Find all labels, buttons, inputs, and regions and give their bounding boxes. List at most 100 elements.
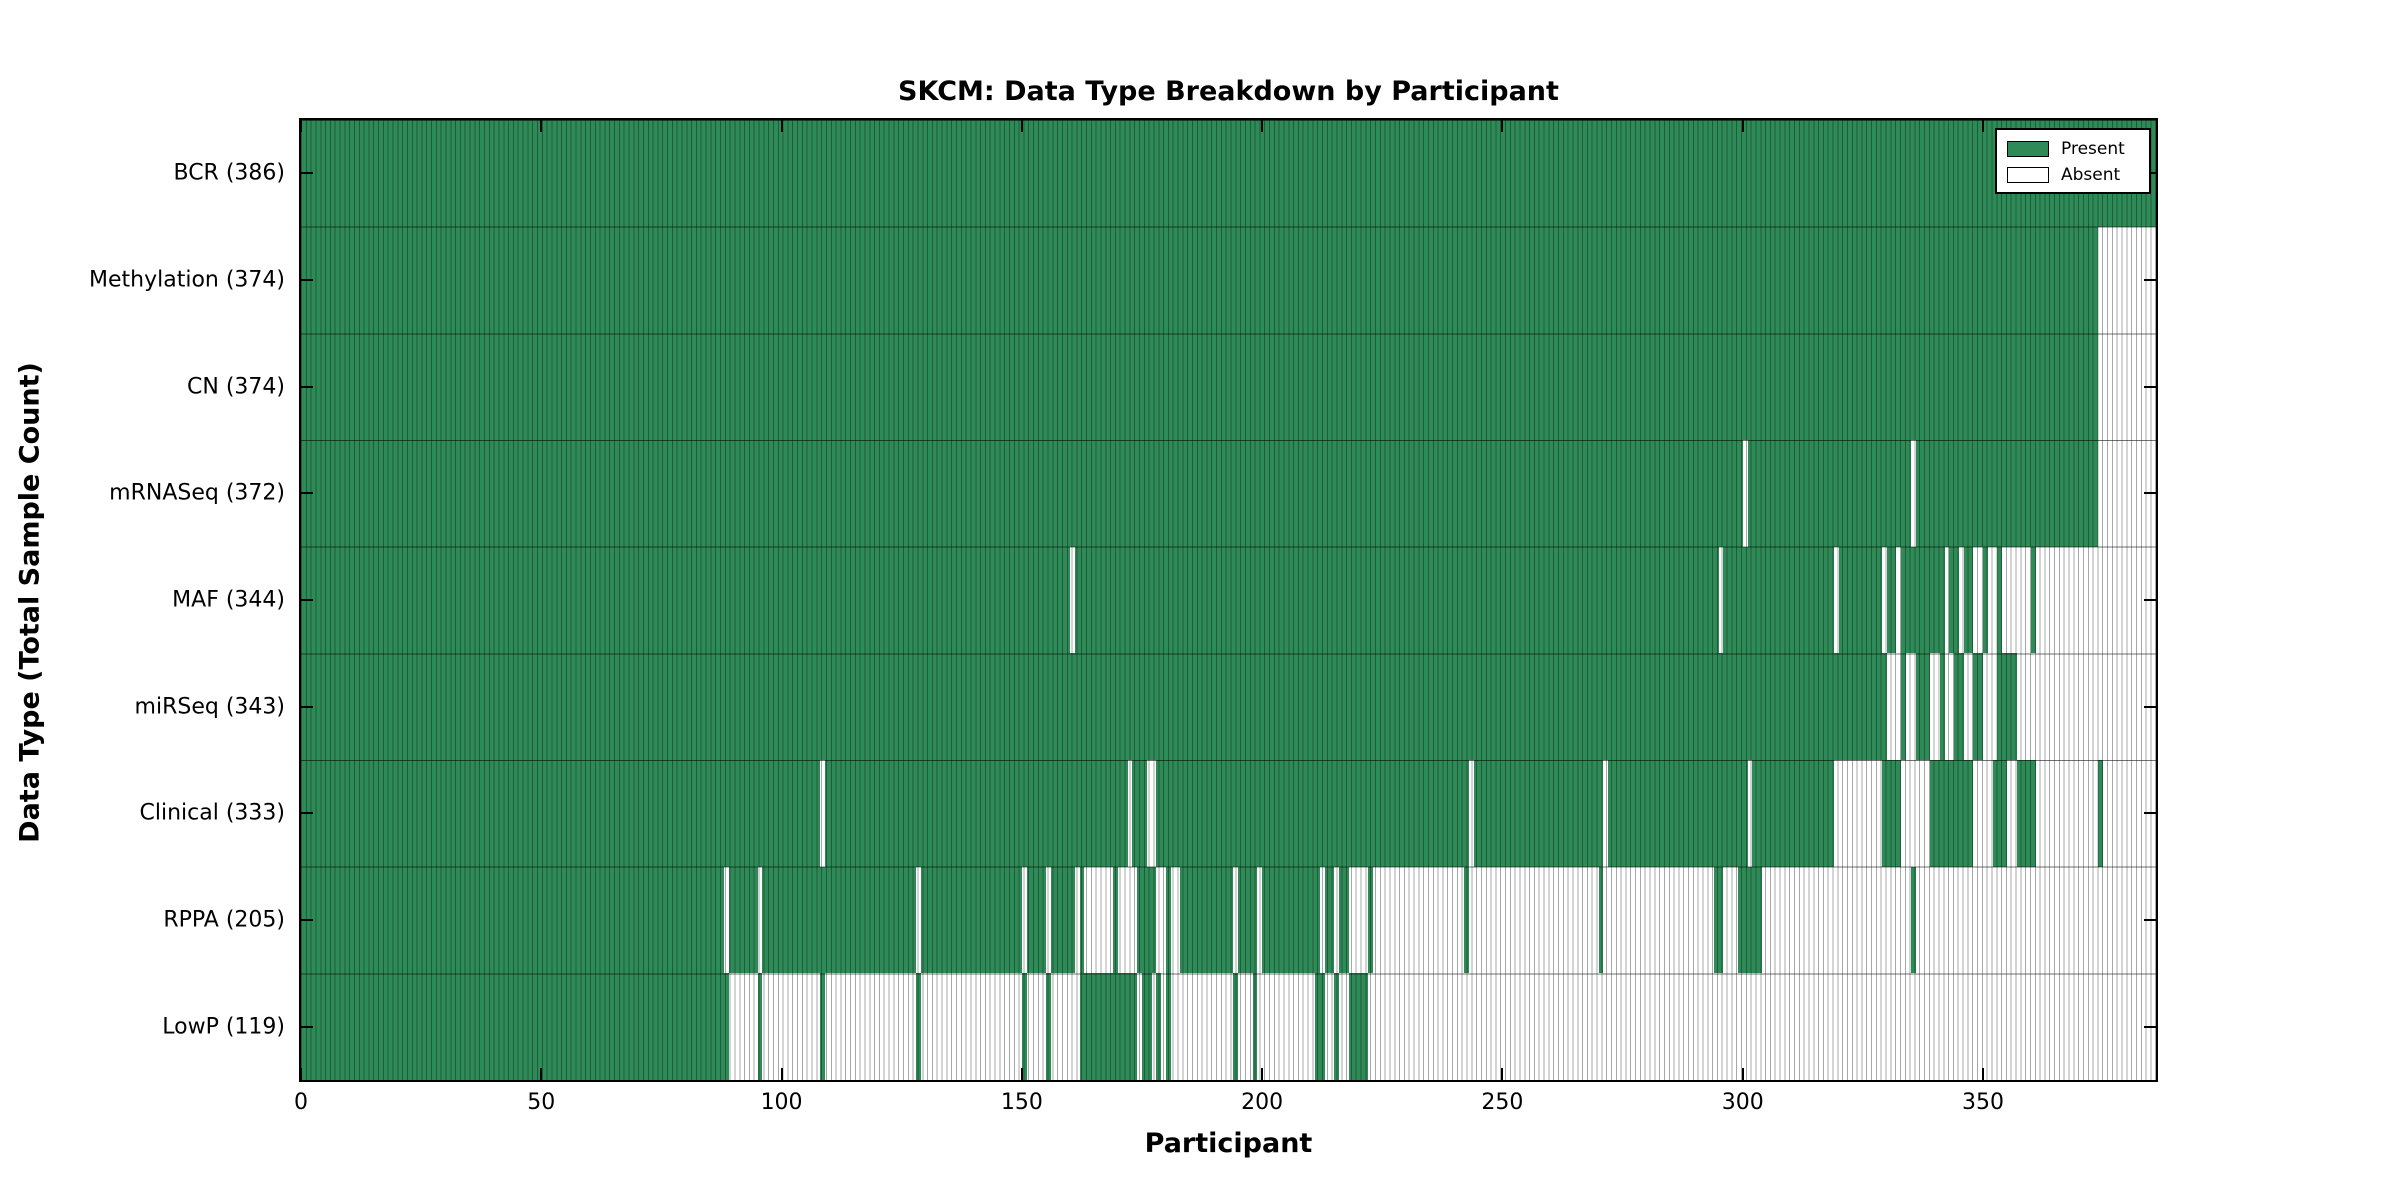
y-tick-label-mrnaseq: mRNASeq (372) (109, 480, 285, 506)
y-tick (2144, 492, 2156, 495)
y-tick-label-rppa: RPPA (205) (163, 907, 285, 933)
heatmap-row-methylation (301, 226, 2156, 334)
absent-block (1603, 866, 1714, 974)
legend-label: Absent (2061, 165, 2121, 185)
absent-block (1084, 866, 1114, 974)
y-tick (301, 599, 313, 601)
absent-block (1045, 866, 1051, 974)
absent-block (2016, 653, 2156, 760)
absent-block (1882, 546, 1887, 654)
absent-block (1156, 866, 1167, 974)
y-tick (301, 1025, 313, 1028)
absent-block (820, 760, 825, 867)
absent-block (1367, 973, 2156, 1080)
legend: Present Absent (1995, 128, 2151, 194)
absent-block (2007, 760, 2017, 867)
y-tick-label-cn: CN (374) (187, 374, 285, 400)
x-tick (301, 1068, 302, 1080)
x-tick (780, 1068, 783, 1080)
absent-block (1973, 760, 1993, 867)
absent-block (1834, 760, 1883, 867)
absent-block (1906, 653, 1916, 760)
absent-block (1137, 973, 1142, 1080)
absent-block (1257, 866, 1263, 974)
absent-block (1319, 866, 1325, 974)
y-tick-label-methylation: Methylation (374) (89, 267, 285, 293)
absent-block (1742, 440, 1748, 547)
x-tick-label-100: 100 (760, 1090, 803, 1115)
absent-block (1834, 546, 1839, 654)
x-tick-label-300: 300 (1721, 1090, 1764, 1115)
absent-block (1257, 973, 1315, 1080)
x-axis-label: Participant (1144, 1128, 1313, 1159)
absent-block (1069, 546, 1075, 654)
absent-block (728, 973, 758, 1080)
y-tick (301, 385, 313, 388)
absent-block (1348, 866, 1368, 974)
absent-block (1958, 546, 1964, 654)
legend-swatch-present (2007, 141, 2049, 157)
heatmap-row-rppa (301, 866, 2156, 974)
heatmap-row-cn (301, 333, 2156, 440)
heatmap-row-mirseq (301, 653, 2156, 760)
absent-block (1944, 546, 1950, 654)
absent-block (1074, 866, 1080, 974)
absent-block (920, 973, 1022, 1080)
x-tick (301, 120, 302, 132)
absent-block (1987, 546, 1998, 654)
legend-swatch-absent (2007, 167, 2049, 183)
x-tick-label-50: 50 (527, 1090, 556, 1115)
x-tick (1020, 1068, 1023, 1080)
absent-block (1238, 973, 1253, 1080)
x-tick (540, 1068, 543, 1080)
x-tick (1261, 1068, 1264, 1080)
absent-block (762, 973, 820, 1080)
x-tick (1981, 1068, 1984, 1080)
heatmap-row-mrnaseq (301, 440, 2156, 547)
absent-block (1021, 866, 1027, 974)
y-tick (301, 919, 313, 921)
absent-block (1718, 546, 1724, 654)
y-tick (2144, 599, 2156, 601)
y-tick (301, 172, 313, 175)
absent-block (824, 973, 917, 1080)
absent-block (1723, 866, 1738, 974)
x-tick (1501, 120, 1504, 132)
y-tick-label-lowp: LowP (119) (162, 1014, 285, 1040)
x-tick-label-350: 350 (1961, 1090, 2004, 1115)
absent-block (1117, 866, 1138, 974)
y-tick (2144, 919, 2156, 921)
absent-block (1886, 653, 1902, 760)
absent-block (1334, 866, 1340, 974)
absent-block (1973, 546, 1983, 654)
x-tick (780, 120, 783, 132)
absent-block (1372, 866, 1464, 974)
heatmap-row-clinical (301, 760, 2156, 867)
absent-block (1151, 973, 1157, 1080)
y-tick (301, 812, 313, 815)
absent-block (1747, 760, 1753, 867)
absent-block (2035, 546, 2156, 654)
chart-title: SKCM: Data Type Breakdown by Participant (898, 76, 1559, 107)
heatmap-row-maf (301, 546, 2156, 654)
absent-block (1146, 760, 1157, 867)
x-tick-label-0: 0 (294, 1090, 308, 1115)
legend-entry-present: Present (1997, 136, 2149, 162)
y-tick-label-mirseq: miRSeq (343) (134, 694, 285, 720)
x-tick-label-200: 200 (1241, 1090, 1284, 1115)
absent-block (1170, 973, 1234, 1080)
absent-block (1170, 866, 1181, 974)
absent-block (1896, 546, 1902, 654)
absent-block (1761, 866, 1911, 974)
x-tick (1741, 1068, 1744, 1080)
absent-block (2035, 760, 2099, 867)
x-tick (1261, 120, 1264, 132)
x-tick (1741, 120, 1744, 132)
plot-area: Present Absent (299, 118, 2158, 1082)
absent-block (1050, 973, 1080, 1080)
absent-block (1233, 866, 1239, 974)
absent-block (1127, 760, 1133, 867)
x-tick (1981, 120, 1984, 132)
y-tick-label-maf: MAF (344) (172, 587, 285, 613)
